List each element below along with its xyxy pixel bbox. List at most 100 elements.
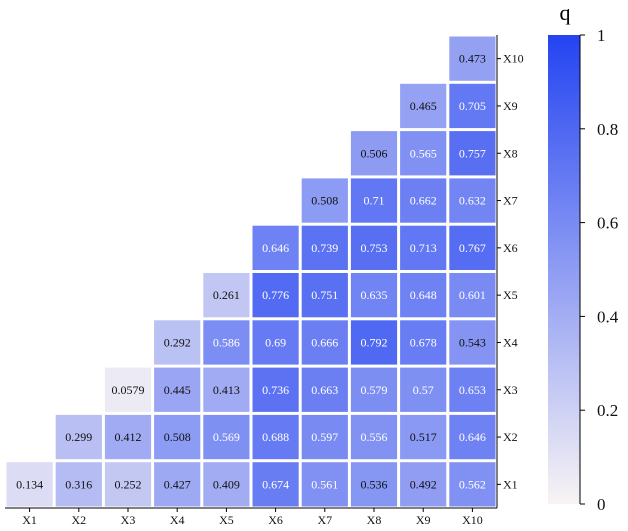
y-tick-label: X1 xyxy=(503,477,518,491)
colorbar-tick-label: 0.8 xyxy=(597,120,618,139)
cell-value-label: 0.751 xyxy=(311,288,338,302)
heatmap-cell xyxy=(350,320,398,365)
cell-value-label: 0.562 xyxy=(459,477,486,491)
x-tick-label: X8 xyxy=(367,513,382,527)
heatmap-cell xyxy=(400,225,447,270)
cell-value-labels: 0.134 0.316 0.252 0.427 0.409 0.674 0.561 0.536… xyxy=(16,52,486,492)
heatmap-cell xyxy=(301,367,348,412)
heatmap-cell xyxy=(350,273,398,318)
cell-value-label: 0.252 xyxy=(115,477,142,491)
x-axis: X1 X2 X3 X4 X5 X6 X7 X8 X9 X10 xyxy=(5,507,497,527)
y-tick-label: X10 xyxy=(503,52,524,66)
heatmap-cell xyxy=(449,36,496,81)
cell-value-label: 0.753 xyxy=(361,241,388,255)
cell-value-label: 0.536 xyxy=(361,477,388,491)
cell-value-label: 0.409 xyxy=(213,477,240,491)
heatmap-cell xyxy=(203,414,250,460)
heatmap-cell xyxy=(350,131,398,176)
cell-value-label: 0.597 xyxy=(311,430,338,444)
cell-value-label: 0.427 xyxy=(164,477,191,491)
heatmap-cell xyxy=(301,225,348,270)
heatmap-cell xyxy=(400,320,447,365)
heatmap-cell xyxy=(449,178,496,223)
heatmap-cell xyxy=(449,320,496,365)
cell-value-label: 0.713 xyxy=(410,241,437,255)
heatmap-cell xyxy=(203,320,250,365)
cell-value-label: 0.632 xyxy=(459,194,486,208)
heatmap-cell xyxy=(350,178,398,223)
heatmap-cell xyxy=(6,462,53,507)
heatmap-cell xyxy=(400,367,447,412)
heatmap-cell xyxy=(252,273,299,318)
x-tick-label: X4 xyxy=(170,513,185,527)
cell-value-label: 0.261 xyxy=(213,288,240,302)
cell-value-label: 0.663 xyxy=(311,383,338,397)
y-tick-label: X5 xyxy=(503,288,518,302)
cell-value-label: 0.508 xyxy=(164,430,191,444)
y-axis: X1 X2 X3 X4 X5 X6 X7 X8 X9 X10 xyxy=(496,35,524,508)
heatmap-cell xyxy=(301,320,348,365)
colorbar-title: q xyxy=(560,0,571,25)
cell-value-label: 0.776 xyxy=(262,288,289,302)
colorbar-tick-label: 0.4 xyxy=(597,307,619,326)
cell-value-label: 0.508 xyxy=(311,194,338,208)
heatmap-cell xyxy=(301,273,348,318)
heatmap-cell xyxy=(301,414,348,460)
cell-value-label: 0.57 xyxy=(413,383,434,397)
colorbar-ticks: 0 0.2 0.4 0.6 0.8 1 xyxy=(580,26,619,514)
y-tick-label: X9 xyxy=(503,99,518,113)
heatmap-cell xyxy=(55,462,102,507)
x-tick-label: X6 xyxy=(268,513,283,527)
x-tick-label: X7 xyxy=(317,513,332,527)
heatmap-cell xyxy=(203,367,250,412)
cell-value-label: 0.492 xyxy=(410,477,437,491)
heatmap-cell xyxy=(203,273,250,318)
cell-value-label: 0.445 xyxy=(164,383,191,397)
cell-value-label: 0.635 xyxy=(361,288,388,302)
x-tick-label: X5 xyxy=(219,513,234,527)
heatmap-cell xyxy=(350,367,398,412)
y-tick-label: X3 xyxy=(503,383,518,397)
heatmap-cell xyxy=(104,367,152,412)
y-tick-label: X8 xyxy=(503,146,518,160)
cell-value-label: 0.586 xyxy=(213,335,240,349)
heatmap-cell xyxy=(252,367,299,412)
colorbar-tick-label: 1 xyxy=(597,26,606,45)
heatmap-cell xyxy=(55,414,102,460)
colorbar-tick-label: 0.2 xyxy=(597,401,618,420)
colorbar: q 0 0.2 0.4 0.6 0.8 1 xyxy=(548,0,619,514)
heatmap-cell xyxy=(104,462,152,507)
cell-value-label: 0.648 xyxy=(410,288,437,302)
heatmap-cell xyxy=(104,414,152,460)
colorbar-tick-label: 0 xyxy=(597,495,606,514)
cell-value-label: 0.556 xyxy=(361,430,388,444)
cell-value-label: 0.579 xyxy=(361,383,388,397)
cell-value-label: 0.757 xyxy=(459,146,486,160)
cell-value-label: 0.678 xyxy=(410,335,437,349)
heatmap-cell xyxy=(154,414,201,460)
heatmap-cell xyxy=(449,225,496,270)
cell-value-label: 0.0579 xyxy=(112,383,145,397)
cell-value-label: 0.299 xyxy=(65,430,92,444)
heatmap-cell xyxy=(350,462,398,507)
x-tick-label: X9 xyxy=(416,513,431,527)
heatmap-cell xyxy=(400,462,447,507)
heatmap-cell xyxy=(203,462,250,507)
cell-value-label: 0.543 xyxy=(459,335,486,349)
heatmap-cell xyxy=(400,131,447,176)
cell-value-label: 0.517 xyxy=(410,430,437,444)
cell-value-label: 0.316 xyxy=(65,477,92,491)
x-tick-label: X10 xyxy=(462,513,483,527)
cell-value-label: 0.662 xyxy=(410,194,437,208)
heatmap-cell xyxy=(350,225,398,270)
heatmap-cell xyxy=(301,178,348,223)
heatmap-cell xyxy=(301,462,348,507)
cell-value-label: 0.653 xyxy=(459,383,486,397)
cell-value-label: 0.413 xyxy=(213,383,240,397)
cell-value-label: 0.71 xyxy=(364,194,385,208)
heatmap-cell xyxy=(449,83,496,129)
cell-value-label: 0.565 xyxy=(410,146,437,160)
colorbar-tick-label: 0.6 xyxy=(597,214,618,233)
cell-value-label: 0.412 xyxy=(115,430,142,444)
cell-value-label: 0.506 xyxy=(361,146,388,160)
